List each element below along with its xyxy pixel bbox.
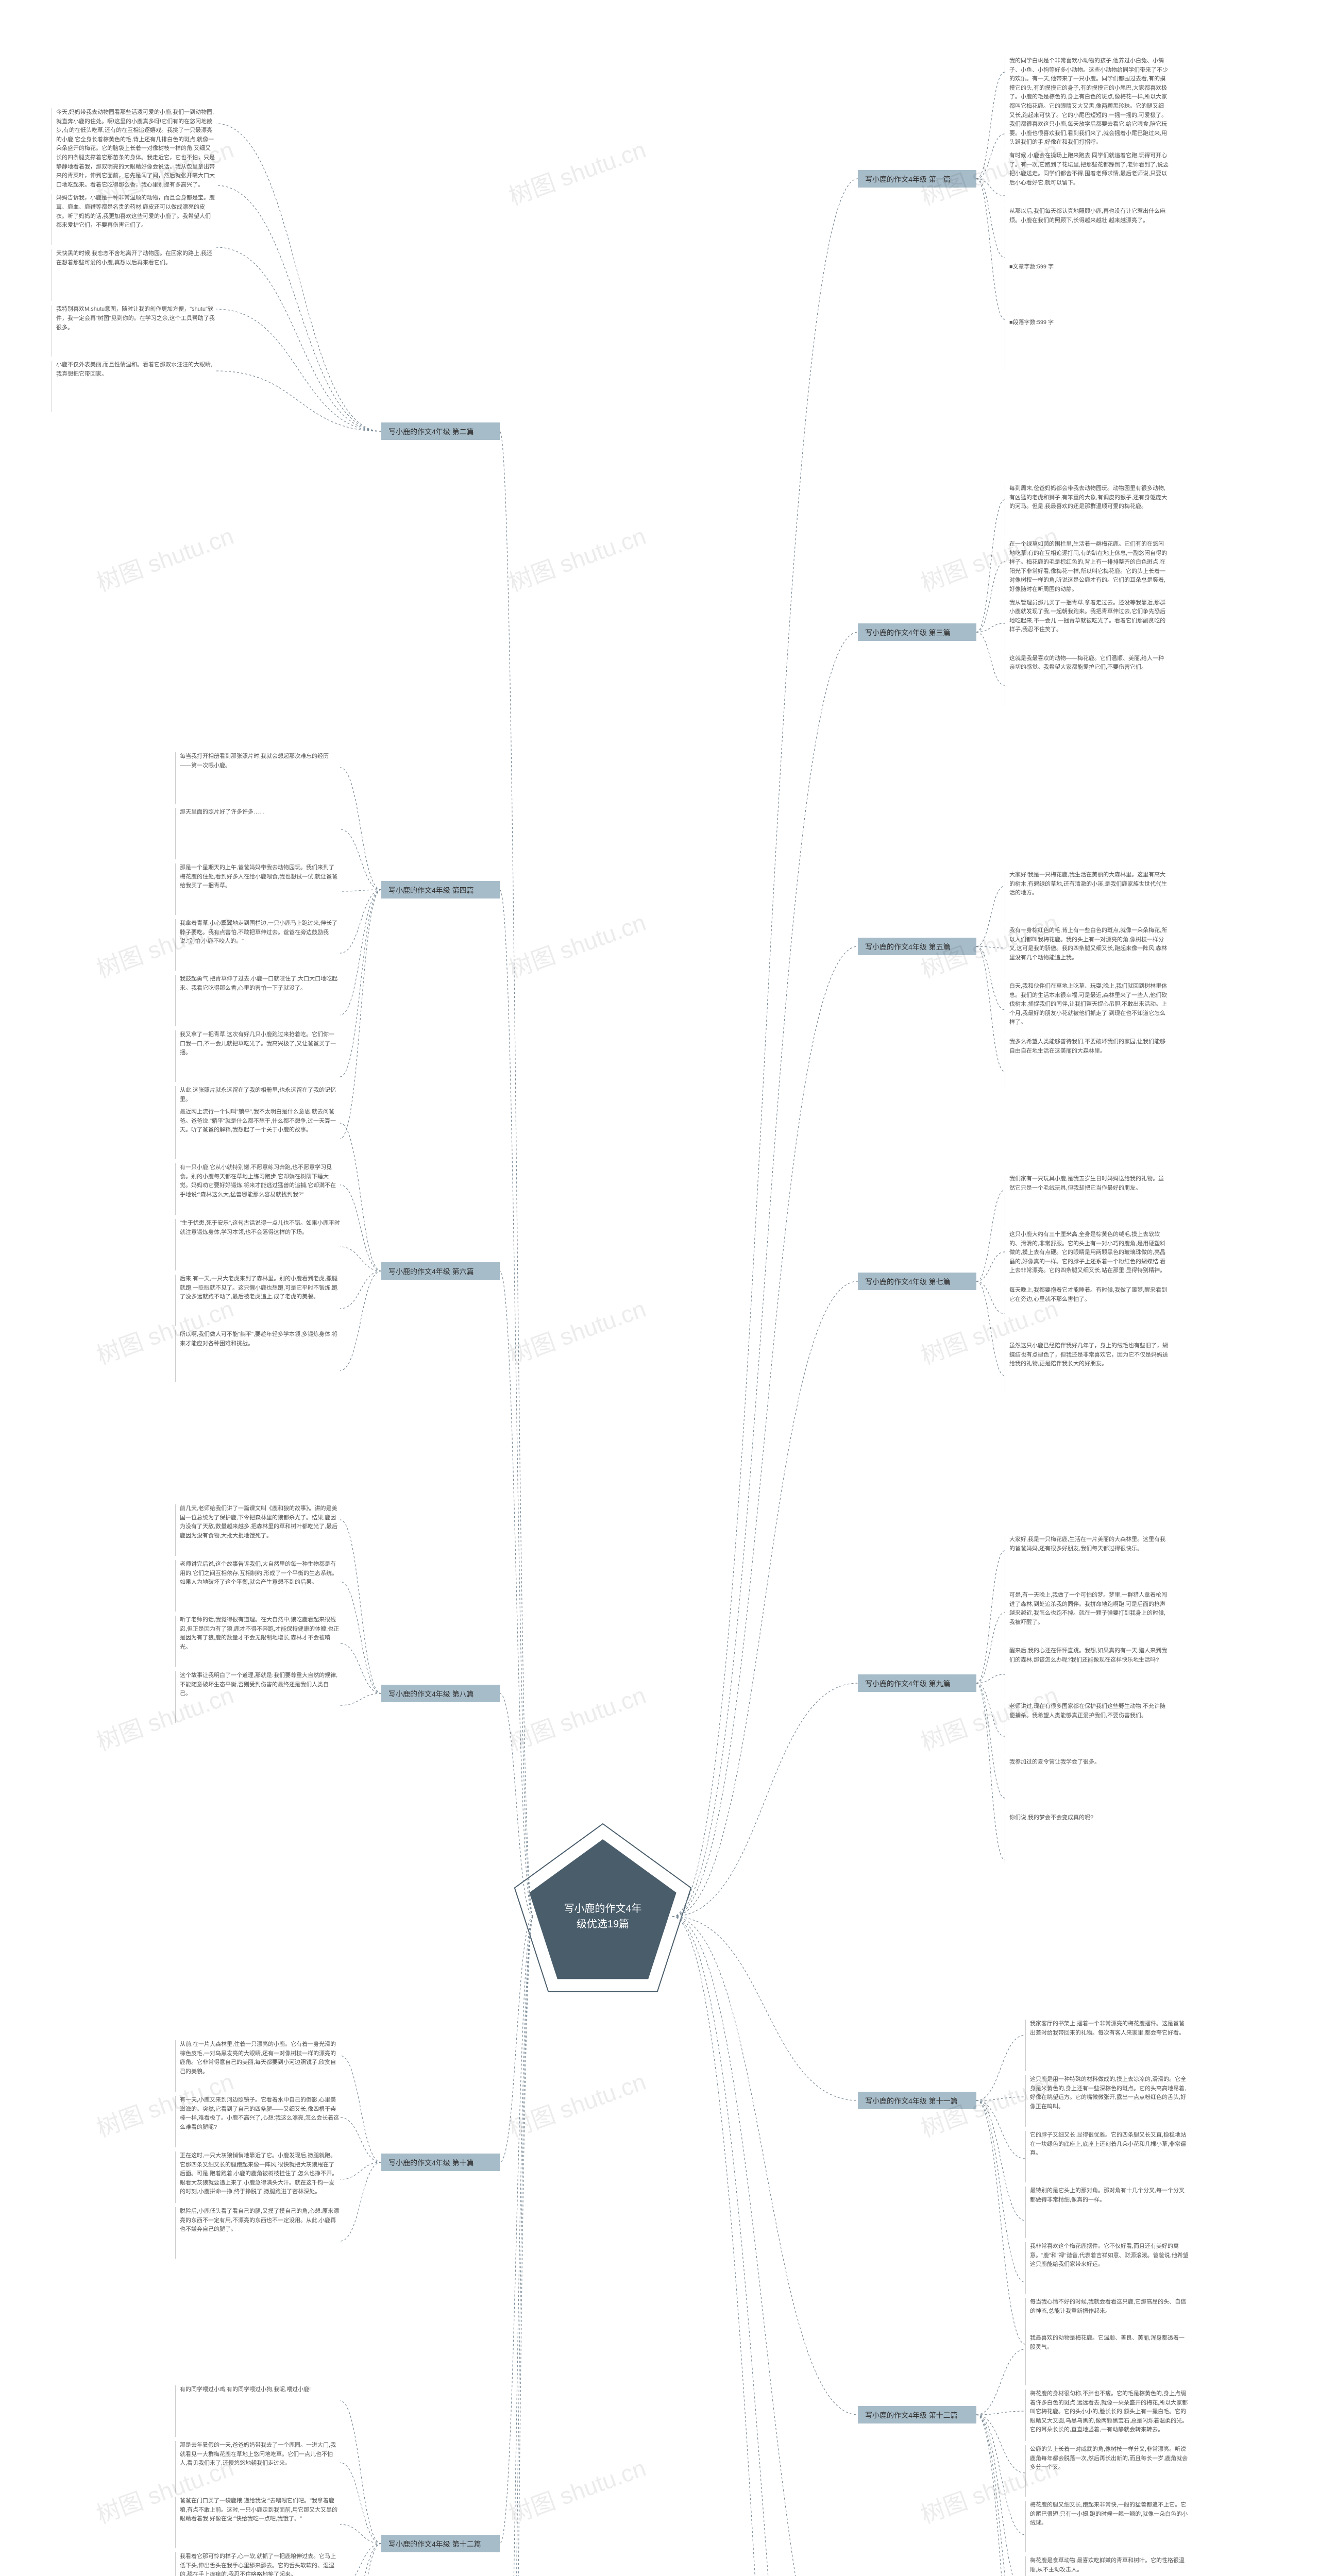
branch-label-4[interactable]: 写小鹿的作文4年级 第四篇 [381,881,500,899]
content-para: 有一只小鹿,它从小就特别懒,不愿意练习奔跑,也不愿意学习觅食。别的小鹿每天都在草… [175,1163,340,1215]
content-para: 妈妈告诉我，小鹿是一种非常温顺的动物，而且全身都是宝。鹿茸、鹿血、鹿鞭等都是名贵… [52,194,216,245]
branch-label-6[interactable]: 写小鹿的作文4年级 第六篇 [381,1262,500,1280]
content-para: 老师讲完后说,这个故事告诉我们,大自然里的每一种生物都是有用的,它们之间互相依存… [175,1560,340,1612]
content-block-12: 有的同学喂过小鸡,有的同学喂过小狗,我呢,喂过小鹿!那是去年暑假的一天,爸爸妈妈… [175,2385,340,2576]
watermark: 树图 shutu.cn [91,517,238,598]
watermark: 树图 shutu.cn [503,131,650,212]
watermark: 树图 shutu.cn [503,2449,650,2530]
content-para: 你们说,我的梦会不会变成真的呢? [1005,1814,1170,1865]
content-para: 梅花鹿的腿又细又长,跑起来非常快,一般的猛兽都追不上它。它的尾巴很短,只有一小撮… [1025,2501,1190,2552]
content-para: 这个故事让我明白了一个道理,那就是:我们要尊重大自然的规律,不能随意破坏生态平衡… [175,1671,340,1723]
content-para: 天快黑的时候,我恋恋不舍地离开了动物园。在回家的路上,我还在想着那些可爱的小鹿,… [52,249,216,301]
content-para: 我特别喜欢M.shutu意图，随时让我的创作更加方便，"shutu"软件，我一定… [52,305,216,357]
branch-label-1[interactable]: 写小鹿的作文4年级 第一篇 [858,170,976,188]
content-para: 我参加过的夏令营让我学会了很多。 [1005,1758,1170,1809]
watermark: 树图 shutu.cn [503,517,650,598]
content-para: 每天晚上,我都要抱着它才能睡着。有时候,我做了噩梦,醒来看到它在旁边,心里就不那… [1005,1286,1170,1337]
content-block-2: 今天,妈妈带我去动物园看那些活泼可爱的小鹿,我们一到动物园,就直奔小鹿的住处。啊… [52,108,216,416]
content-para: 后来,有一天,一只大老虎来到了森林里。别的小鹿看到老虎,撒腿就跑,一眨眼就不见了… [175,1275,340,1326]
content-block-4: 每当我打开相册看到那张照片时,我就会想起那次难忘的经历——第一次喂小鹿。那天里面… [175,752,340,1142]
content-para: 爸爸在门口买了一袋鹿粮,递给我说:"去喂喂它们吧。"我拿着鹿粮,有点不敢上前。这… [175,2497,340,2548]
branch-label-8[interactable]: 写小鹿的作文4年级 第八篇 [381,1685,500,1702]
content-para: 这就是我最喜欢的动物——梅花鹿。它们温顺、美丽,给人一种亲切的感觉。我希望大家都… [1005,654,1170,706]
content-para: 从前,在一片大森林里,住着一只漂亮的小鹿。它有着一身光滑的棕色皮毛,一对乌黑发亮… [175,2040,340,2092]
content-para: 最特别的是它头上的那对角。那对角有十几个分叉,每一个分叉都做得非常精细,像真的一… [1025,2187,1190,2238]
content-para: 我有一身棕红色的毛,背上有一些白色的斑点,就像一朵朵梅花,所以人们都叫我梅花鹿。… [1005,926,1170,978]
content-block-10: 从前,在一片大森林里,住着一只漂亮的小鹿。它有着一身光滑的棕色皮毛,一对乌黑发亮… [175,2040,340,2263]
center-node: 写小鹿的作文4年级优选19篇 [546,1896,660,1937]
content-para: 我拿着青草,小心翼翼地走到围栏边,一只小鹿马上跑过来,伸长了脖子要吃。我有点害怕… [175,919,340,971]
content-block-7: 我们家有一只玩具小鹿,是我五岁生日时妈妈送给我的礼物。虽然它只是一个毛绒玩具,但… [1005,1175,1170,1397]
content-para: 小鹿不仅外表美丽,而且性情温和。看着它那双水汪汪的大眼睛,我真想把它带回家。 [52,361,216,412]
branch-label-5[interactable]: 写小鹿的作文4年级 第五篇 [858,938,976,955]
content-para: 大家好,我是一只梅花鹿,生活在一片美丽的大森林里。这里有我的爸爸妈妈,还有很多好… [1005,1535,1170,1587]
content-para: 正在这时,一只大灰狼悄悄地靠近了它。小鹿发现后,撒腿就跑。它那四条又细又长的腿跑… [175,2151,340,2203]
content-para: 那天里面的照片好了许多许多…… [175,808,340,859]
content-block-5: 大家好!我是一只梅花鹿,我生活在美丽的大森林里。这里有高大的树木,有碧绿的草地,… [1005,871,1170,1093]
watermark: 树图 shutu.cn [503,1676,650,1757]
content-para: 大家好!我是一只梅花鹿,我生活在美丽的大森林里。这里有高大的树木,有碧绿的草地,… [1005,871,1170,922]
content-para: 有一天,小鹿又来到河边照镜子。它看着水中自己的倒影,心里美滋滋的。突然,它看到了… [175,2096,340,2147]
branch-label-9[interactable]: 写小鹿的作文4年级 第九篇 [858,1674,976,1692]
content-block-1: 我的同学白帆是个非常喜欢小动物的孩子,他养过小白兔、小鸽子、小鱼、小狗等好多小动… [1005,57,1170,374]
branch-label-10[interactable]: 写小鹿的作文4年级 第十篇 [381,2154,500,2171]
content-para: 那是去年暑假的一天,爸爸妈妈带我去了一个鹿园。一进大门,我就看见一大群梅花鹿在草… [175,2441,340,2493]
content-para: 有的同学喂过小鸡,有的同学喂过小狗,我呢,喂过小鹿! [175,2385,340,2437]
content-para: 梅花鹿的身材很匀称,不胖也不瘦。它的毛是棕黄色的,身上点缀着许多白色的斑点,远远… [1025,2389,1190,2441]
branch-label-2[interactable]: 写小鹿的作文4年级 第二篇 [381,422,500,440]
content-para: 我多么希望人类能够善待我们,不要破坏我们的家园,让我们能够自由自在地生活在这美丽… [1005,1038,1170,1089]
content-block-6: 最近网上流行一个词叫"躺平",我不太明白是什么意思,就去问爸爸。爸爸说,"躺平"… [175,1108,340,1386]
content-para: 听了老师的话,我觉得很有道理。在大自然中,狼吃鹿看起来很残忍,但正是因为有了狼,… [175,1616,340,1667]
content-para: 最近网上流行一个词叫"躺平",我不太明白是什么意思,就去问爸爸。爸爸说,"躺平"… [175,1108,340,1159]
content-block-9: 大家好,我是一只梅花鹿,生活在一片美丽的大森林里。这里有我的爸爸妈妈,还有很多好… [1005,1535,1170,1869]
branch-label-11[interactable]: 写小鹿的作文4年级 第十一篇 [858,2092,976,2109]
content-para: 老师讲过,现在有很多国家都在保护我们这些野生动物,不允许随便捕杀。我希望人类能够… [1005,1702,1170,1754]
content-para: 我非常喜欢这个梅花鹿摆件。它不仅好看,而且还有美好的寓意。"鹿"和"禄"谐音,代… [1025,2242,1190,2294]
content-para: 有时候,小鹿会在操场上跑来跑去,同学们就追着它跑,玩得可开心了。有一次,它跑到了… [1005,151,1170,203]
content-para: 我又拿了一把青草,这次有好几只小鹿跑过来抢着吃。它们你一口我一口,不一会儿就把草… [175,1030,340,1082]
content-para: 今天,妈妈带我去动物园看那些活泼可爱的小鹿,我们一到动物园,就直奔小鹿的住处。啊… [52,108,216,190]
watermark: 树图 shutu.cn [503,1290,650,1371]
content-para: 从那以后,我们每天都认真地照顾小鹿,再也没有让它惹出什么麻烦。小鹿在我们的照顾下… [1005,207,1170,259]
content-para: 我最喜欢的动物是梅花鹿。它温顺、善良、美丽,浑身都透着一股灵气。 [1025,2334,1190,2385]
content-para: 我们家有一只玩具小鹿,是我五岁生日时妈妈送给我的礼物。虽然它只是一个毛绒玩具,但… [1005,1175,1170,1226]
content-para: ■段落字数:599 字 [1005,318,1170,370]
content-para: 我鼓起勇气,把青草伸了过去,小鹿一口就咬住了,大口大口地吃起来。我看它吃得那么香… [175,975,340,1026]
content-para: 我家客厅的书架上,摆着一个非常漂亮的梅花鹿摆件。这是爸爸出差时给我带回来的礼物。… [1025,2020,1190,2071]
content-para: 每到周末,爸爸妈妈都会带我去动物园玩。动物园里有很多动物,有凶猛的老虎和狮子,有… [1005,484,1170,536]
content-para: 前几天,老师给我们讲了一篇课文叫《鹿和狼的故事》。讲的是美国一位总统为了保护鹿,… [175,1504,340,1556]
content-para: 这只小鹿大约有三十厘米高,全身是棕黄色的绒毛,摸上去软软的、滑滑的,非常舒服。它… [1005,1230,1170,1282]
branch-label-12[interactable]: 写小鹿的作文4年级 第十二篇 [381,2535,500,2552]
content-block-11: 我家客厅的书架上,摆着一个非常漂亮的梅花鹿摆件。这是爸爸出差时给我带回来的礼物。… [1025,2020,1190,2353]
branch-label-7[interactable]: 写小鹿的作文4年级 第七篇 [858,1273,976,1290]
branch-label-13[interactable]: 写小鹿的作文4年级 第十三篇 [858,2406,976,2424]
content-para: 我的同学白帆是个非常喜欢小动物的孩子,他养过小白兔、小鸽子、小鱼、小狗等好多小动… [1005,57,1170,147]
watermark: 树图 shutu.cn [503,904,650,985]
content-para: 醒来后,我的心还在怦怦直跳。我想,如果真的有一天,猎人来到我们的森林,那该怎么办… [1005,1647,1170,1698]
content-para: 白天,我和伙伴们在草地上吃草、玩耍;晚上,我们就回到树林里休息。我们的生活本来很… [1005,982,1170,1033]
content-para: 我从管理员那儿买了一捆青草,拿着走过去。还没等我靠近,那群小鹿就发现了我,一起朝… [1005,599,1170,650]
content-para: 每当我打开相册看到那张照片时,我就会想起那次难忘的经历——第一次喂小鹿。 [175,752,340,804]
content-para: 它的脖子又细又长,显得很优雅。它的四条腿又长又直,稳稳地站在一块绿色的底座上,底… [1025,2131,1190,2182]
content-para: ■文章字数:599 字 [1005,263,1170,314]
content-para: 我看着它那可怜的样子,心一软,就抓了一把鹿粮伸过去。它马上低下头,伸出舌头在我手… [175,2552,340,2576]
watermark: 树图 shutu.cn [503,2063,650,2144]
content-para: 虽然这只小鹿已经陪伴我好几年了，身上的绒毛也有些旧了，蝴蝶结也有点褪色了，但我还… [1005,1342,1170,1393]
branch-label-3[interactable]: 写小鹿的作文4年级 第三篇 [858,623,976,641]
content-para: 公鹿的头上长着一对威武的角,像树枝一样分叉,非常漂亮。听说鹿角每年都会脱落一次,… [1025,2445,1190,2497]
content-block-13: 我最喜欢的动物是梅花鹿。它温顺、善良、美丽,浑身都透着一股灵气。梅花鹿的身材很匀… [1025,2334,1190,2576]
content-para: 所以啊,我们做人可不能"躺平",要趁年轻多学本领,多锻炼身体,将来才能应对各种困… [175,1330,340,1382]
content-para: 这只鹿是用一种特殊的材料做成的,摸上去凉凉的,滑滑的。它全身是米黄色的,身上还有… [1025,2075,1190,2127]
content-para: 梅花鹿是食草动物,最喜欢吃鲜嫩的青草和树叶。它的性格很温顺,从不主动攻击人。 [1025,2556,1190,2576]
content-para: 那是一个星期天的上午,爸爸妈妈带我去动物园玩。我们来到了梅花鹿的住处,看到好多人… [175,863,340,915]
content-para: 脱险后,小鹿低头看了看自己的腿,又摸了摸自己的角,心想:原来漂亮的东西不一定有用… [175,2207,340,2259]
content-block-8: 前几天,老师给我们讲了一篇课文叫《鹿和狼的故事》。讲的是美国一位总统为了保护鹿,… [175,1504,340,1727]
content-para: 在一个绿草如茵的围栏里,生活着一群梅花鹿。它们有的在悠闲地吃草,有的在互相追逐打… [1005,540,1170,595]
content-para: "生于忧患,死于安乐",这句古话说得一点儿也不错。如果小鹿平时就注意锻炼身体,学… [175,1219,340,1270]
content-block-3: 每到周末,爸爸妈妈都会带我去动物园玩。动物园里有很多动物,有凶猛的老虎和狮子,有… [1005,484,1170,710]
content-para: 可是,有一天晚上,我做了一个可怕的梦。梦里,一群猎人拿着枪闯进了森林,到处追杀我… [1005,1591,1170,1642]
